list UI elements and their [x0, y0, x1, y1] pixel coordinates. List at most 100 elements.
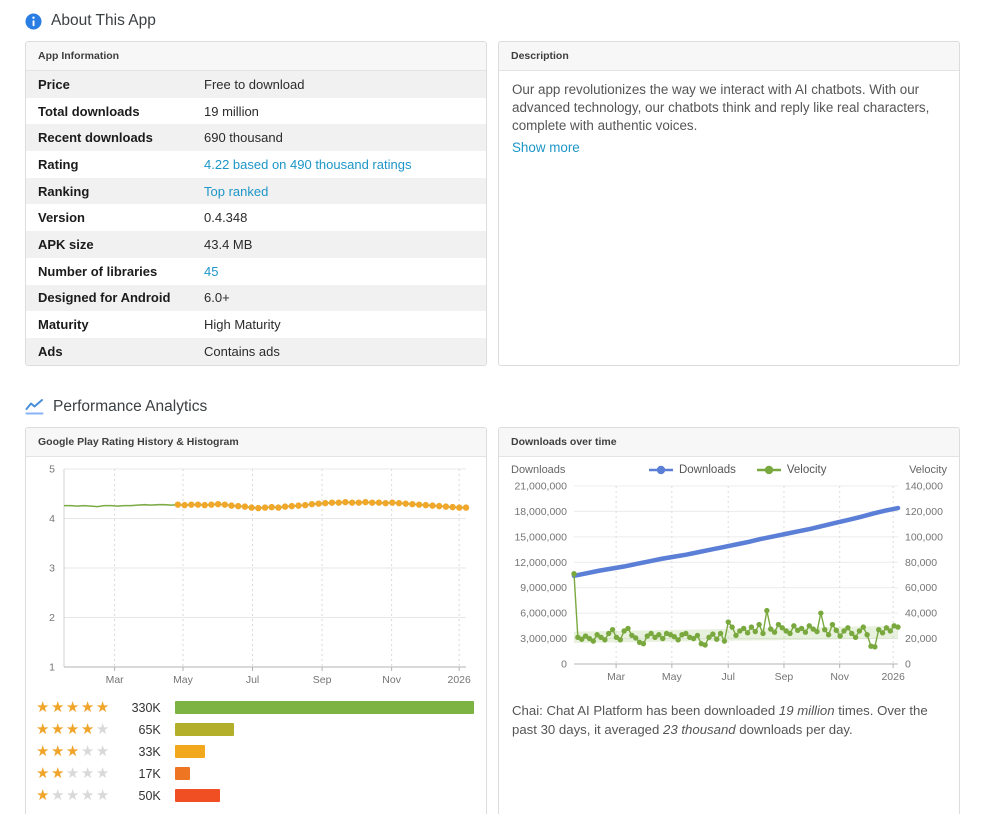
histogram-row: ★★★★★ 65K: [36, 719, 474, 741]
app-info-table: PriceFree to downloadTotal downloads19 m…: [26, 71, 486, 365]
star-rating-icons: ★★★★★: [36, 788, 111, 803]
info-row: Recent downloads690 thousand: [26, 124, 486, 151]
star-filled-icon: ★: [51, 743, 66, 760]
legend-label: Downloads: [679, 464, 736, 476]
left-axis-title: Downloads: [511, 464, 565, 476]
info-label: Ranking: [38, 184, 204, 199]
description-body: Our app revolutionizes the way we intera…: [499, 71, 959, 167]
caption-segment: Chai: Chat AI Platform has been download…: [512, 703, 779, 718]
svg-text:12,000,000: 12,000,000: [514, 556, 567, 568]
svg-text:3,000,000: 3,000,000: [520, 633, 567, 645]
histogram-count: 50K: [115, 789, 161, 803]
svg-text:2026: 2026: [881, 671, 905, 683]
star-empty-icon: ★: [96, 787, 111, 804]
histogram-count: 65K: [115, 723, 161, 737]
right-axis-title: Velocity: [909, 464, 947, 476]
legend-item-downloads[interactable]: Downloads: [648, 464, 736, 476]
star-filled-icon: ★: [81, 721, 96, 738]
star-filled-icon: ★: [66, 699, 81, 716]
star-filled-icon: ★: [36, 765, 51, 782]
description-panel: Description Our app revolutionizes the w…: [498, 41, 960, 366]
info-row: Total downloads19 million: [26, 98, 486, 125]
svg-text:Jul: Jul: [722, 671, 735, 683]
app-info-panel-title: App Information: [26, 42, 486, 71]
show-more-link[interactable]: Show more: [512, 139, 946, 157]
svg-text:May: May: [173, 674, 194, 686]
info-row: APK size43.4 MB: [26, 231, 486, 258]
star-filled-icon: ★: [96, 699, 111, 716]
svg-text:80,000: 80,000: [905, 556, 937, 568]
svg-text:Nov: Nov: [382, 674, 401, 686]
histogram-bar-track: [175, 723, 474, 736]
info-label: APK size: [38, 237, 204, 252]
info-icon: [25, 13, 42, 30]
legend-item-velocity[interactable]: Velocity: [756, 464, 827, 476]
info-row: MaturityHigh Maturity: [26, 311, 486, 338]
histogram-count: 17K: [115, 767, 161, 781]
downloads-caption: Chai: Chat AI Platform has been download…: [499, 694, 959, 755]
histogram-row: ★★★★★17K: [36, 763, 474, 785]
star-filled-icon: ★: [51, 765, 66, 782]
star-empty-icon: ★: [81, 743, 96, 760]
histogram-bar-track: [175, 745, 474, 758]
svg-text:Jul: Jul: [246, 674, 259, 686]
analytics-section-title: Performance Analytics: [53, 398, 207, 416]
info-value[interactable]: 45: [204, 264, 218, 279]
histogram-bar-track: [175, 701, 474, 714]
svg-text:9,000,000: 9,000,000: [520, 582, 567, 594]
star-filled-icon: ★: [36, 699, 51, 716]
star-filled-icon: ★: [66, 721, 81, 738]
histogram-bar: [175, 723, 234, 736]
svg-text:5: 5: [49, 463, 55, 475]
caption-segment: downloads per day.: [736, 722, 853, 737]
star-filled-icon: ★: [81, 699, 96, 716]
star-empty-icon: ★: [96, 743, 111, 760]
info-label: Number of libraries: [38, 264, 204, 279]
info-label: Price: [38, 77, 204, 92]
svg-text:40,000: 40,000: [905, 607, 937, 619]
legend-label: Velocity: [787, 464, 827, 476]
star-empty-icon: ★: [66, 787, 81, 804]
info-value[interactable]: Top ranked: [204, 184, 268, 199]
info-row: AdsContains ads: [26, 338, 486, 365]
svg-text:4: 4: [49, 513, 55, 525]
histogram-bar: [175, 701, 474, 714]
info-label: Designed for Android: [38, 290, 204, 305]
star-filled-icon: ★: [51, 721, 66, 738]
svg-text:3: 3: [49, 562, 55, 574]
svg-text:140,000: 140,000: [905, 480, 943, 492]
app-info-panel: App Information PriceFree to downloadTot…: [25, 41, 487, 366]
info-value[interactable]: 4.22 based on 490 thousand ratings: [204, 157, 411, 172]
info-value: Contains ads: [204, 344, 280, 359]
star-filled-icon: ★: [36, 721, 51, 738]
info-value: 43.4 MB: [204, 237, 252, 252]
svg-text:0: 0: [561, 658, 567, 670]
star-filled-icon: ★: [51, 699, 66, 716]
star-filled-icon: ★: [36, 743, 51, 760]
rating-history-chart: 54321MarMayJulSepNov2026: [37, 459, 475, 691]
info-row: Rating4.22 based on 490 thousand ratings: [26, 151, 486, 178]
legend-marker-icon: [648, 465, 674, 475]
info-row: Designed for Android6.0+: [26, 285, 486, 312]
star-empty-icon: ★: [81, 765, 96, 782]
histogram-bar: [175, 789, 220, 802]
svg-text:Nov: Nov: [830, 671, 849, 683]
histogram-row: ★★★★★50K: [36, 785, 474, 807]
info-label: Rating: [38, 157, 204, 172]
star-rating-icons: ★★★★★: [36, 700, 111, 715]
info-value: 6.0+: [204, 290, 230, 305]
svg-text:18,000,000: 18,000,000: [514, 505, 567, 517]
info-row: PriceFree to download: [26, 71, 486, 98]
star-empty-icon: ★: [66, 765, 81, 782]
svg-text:2: 2: [49, 612, 55, 624]
description-panel-title: Description: [499, 42, 959, 71]
histogram-bar-track: [175, 767, 474, 780]
star-rating-icons: ★★★★★: [36, 722, 111, 737]
info-label: Version: [38, 210, 204, 225]
info-row: Number of libraries45: [26, 258, 486, 285]
svg-text:1: 1: [49, 661, 55, 673]
analytics-section-header: Performance Analytics: [25, 398, 960, 416]
about-section-title: About This App: [51, 12, 156, 30]
downloads-chart: 21,000,000140,00018,000,000120,00015,000…: [510, 478, 948, 694]
info-label: Recent downloads: [38, 130, 204, 145]
